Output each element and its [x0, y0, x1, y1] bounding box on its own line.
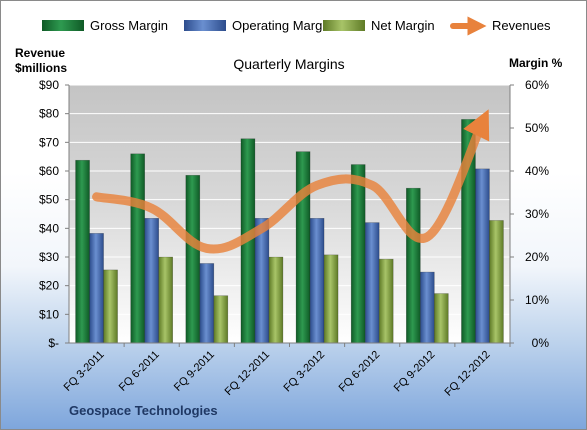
bar-operating-margin [364, 222, 380, 344]
bar-gross-margin [130, 153, 145, 344]
right-axis-tick-label: 0% [532, 336, 550, 350]
left-axis-tick-label: $70 [39, 135, 59, 149]
legend-item-net-margin: Net Margin [323, 18, 435, 33]
right-axis-tick-label: 60% [525, 78, 549, 92]
right-axis-title: Margin % [509, 56, 563, 70]
left-axis-title-line2: $millions [15, 61, 67, 75]
footer-company-name: Geospace Technologies [69, 403, 218, 418]
x-axis-ticks: FQ 3-2011 FQ 6-2011 FQ 9-2011 FQ 12-2011 FQ … [62, 343, 511, 399]
bar-operating-margin [144, 218, 159, 344]
legend-item-revenues: Revenues [450, 16, 551, 36]
legend-item-operating-margin: Operating Margin [184, 18, 332, 33]
x-axis-tick-label: FQ 3-2011 [62, 349, 107, 394]
bar-net-margin [378, 258, 394, 344]
x-axis-tick-label: FQ 9-2011 [172, 349, 217, 394]
bar-operating-margin [89, 233, 104, 344]
revenue-series-line [92, 109, 490, 254]
bar-operating-margin [199, 263, 215, 344]
legend-item-gross-margin: Gross Margin [42, 18, 168, 33]
left-axis-tick-label: $30 [39, 250, 59, 264]
left-axis-tick-label: $- [48, 336, 59, 350]
x-axis-tick-label: FQ 3-2012 [282, 349, 328, 395]
right-axis-tick-label: 20% [525, 250, 549, 264]
x-axis-tick-label: FQ 6-2011 [117, 349, 162, 394]
bar-gross-margin [295, 151, 311, 344]
x-axis-tick-label: FQ 6-2012 [337, 349, 383, 395]
left-axis-tick-label: $10 [39, 307, 59, 321]
legend: Gross Margin Operating Margin Net Margin… [42, 16, 551, 36]
right-axis-tick-label: 50% [525, 121, 549, 135]
bar-operating-margin [254, 218, 270, 344]
bar-operating-margin [420, 271, 435, 344]
bar-gross-margin [350, 164, 366, 344]
x-axis-tick-label: FQ 12-2011 [223, 349, 272, 398]
legend-swatch-net-margin [323, 20, 365, 31]
right-axis-tick-label: 30% [525, 207, 549, 221]
left-axis-tick-label: $90 [39, 78, 59, 92]
legend-label-operating-margin: Operating Margin [232, 18, 332, 33]
left-axis-tick-label: $60 [39, 164, 59, 178]
bar-net-margin [103, 269, 118, 344]
bar-gross-margin [185, 175, 201, 344]
left-axis-title-line1: Revenue [15, 46, 65, 60]
left-axis-tick-label: $20 [39, 279, 59, 293]
left-axis-tick-label: $40 [39, 221, 59, 235]
x-axis-tick-label: FQ 9-2012 [392, 349, 438, 395]
left-axis-ticks: $- $10 $20 $30 $40 $50 $60 $70 $80 $90 [39, 78, 69, 350]
legend-swatch-operating-margin [184, 20, 226, 31]
legend-label-gross-margin: Gross Margin [90, 18, 168, 33]
left-axis-tick-label: $50 [39, 193, 59, 207]
revenue-line [92, 109, 490, 254]
bar-operating-margin [309, 218, 325, 344]
bar-gross-margin [406, 187, 421, 344]
bar-net-margin [323, 254, 339, 344]
x-axis-tick-label: FQ 12-2012 [443, 349, 493, 399]
bar-net-margin [213, 295, 229, 344]
left-axis-tick-label: $80 [39, 107, 59, 121]
bar-operating-margin [475, 168, 490, 344]
legend-label-net-margin: Net Margin [371, 18, 435, 33]
legend-label-revenues: Revenues [492, 18, 551, 33]
bar-net-margin [268, 256, 284, 344]
legend-swatch-gross-margin [42, 20, 84, 31]
right-axis-tick-label: 10% [525, 293, 549, 307]
right-axis-ticks: 0% 10% 20% 30% 40% 50% 60% [510, 78, 549, 350]
chart-title: Quarterly Margins [233, 56, 344, 72]
bar-gross-margin [75, 159, 90, 344]
right-axis-tick-label: 40% [525, 164, 549, 178]
bar-net-margin [158, 256, 173, 344]
bar-net-margin [434, 293, 449, 344]
bar-net-margin [489, 220, 504, 344]
